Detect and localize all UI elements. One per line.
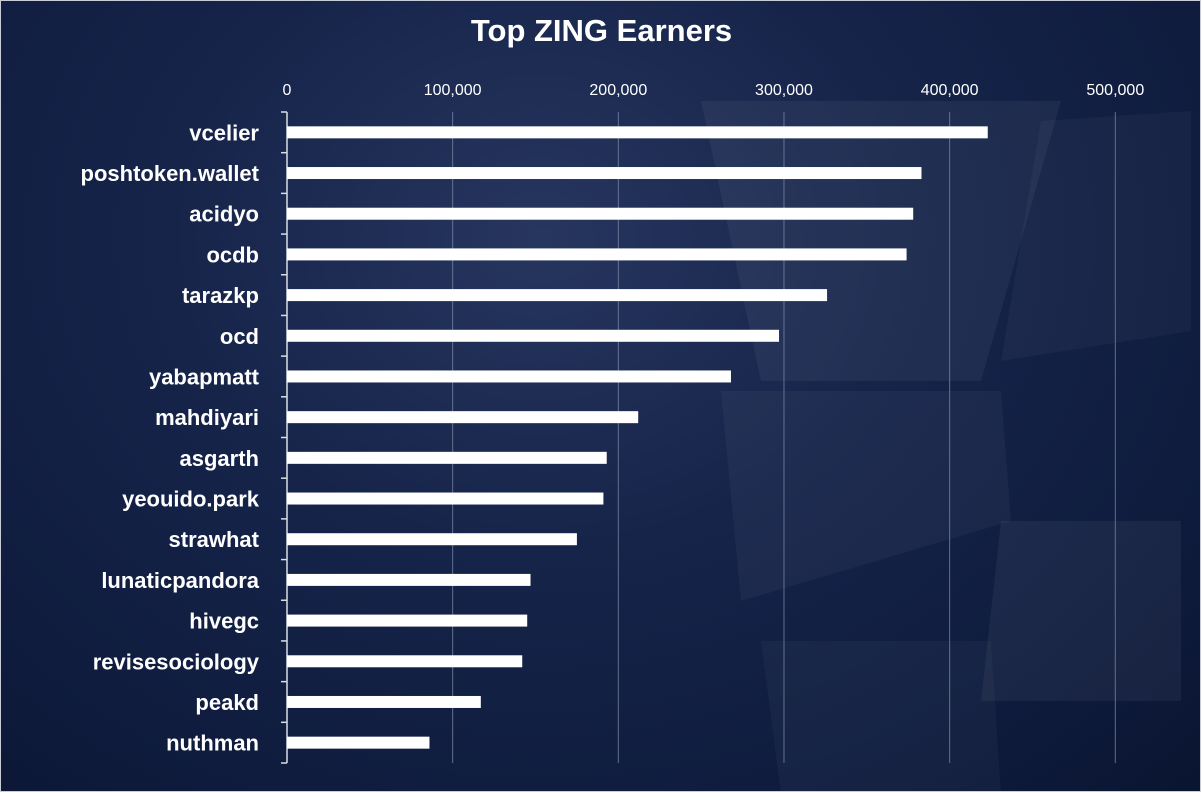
category-label: poshtoken.wallet [81, 161, 260, 186]
bar [287, 614, 528, 627]
x-tick-label: 300,000 [755, 82, 813, 99]
x-tick-label: 400,000 [921, 82, 979, 99]
category-label: hivegc [189, 609, 259, 634]
category-label: mahdiyari [155, 405, 259, 430]
bar [287, 289, 828, 302]
bar [287, 167, 922, 180]
bar [287, 248, 907, 261]
category-label: asgarth [180, 446, 259, 471]
bar [287, 533, 577, 546]
category-label: vcelier [189, 120, 259, 145]
category-label: lunaticpandora [101, 568, 259, 593]
bar [287, 736, 430, 749]
category-label: tarazkp [182, 283, 259, 308]
bar [287, 329, 780, 342]
bar [287, 492, 604, 505]
category-label: ocdb [206, 242, 259, 267]
bar [287, 655, 523, 668]
bar [287, 126, 988, 139]
x-tick-label: 100,000 [424, 82, 482, 99]
category-label: yabapmatt [149, 364, 260, 389]
category-label: ocd [220, 324, 259, 349]
category-label: nuthman [166, 731, 259, 756]
bar [287, 411, 639, 424]
bar [287, 695, 481, 708]
bar [287, 573, 531, 586]
chart-title: Top ZING Earners [470, 13, 733, 48]
bar [287, 370, 731, 383]
category-label: peakd [195, 690, 259, 715]
bar [287, 451, 607, 464]
x-tick-label: 0 [283, 82, 292, 99]
category-label: strawhat [169, 527, 260, 552]
category-label: yeouido.park [122, 487, 260, 512]
x-tick-label: 500,000 [1086, 82, 1144, 99]
bar [287, 207, 914, 220]
category-label: revisesociology [93, 649, 260, 674]
x-tick-label: 200,000 [589, 82, 647, 99]
category-label: acidyo [189, 202, 259, 227]
